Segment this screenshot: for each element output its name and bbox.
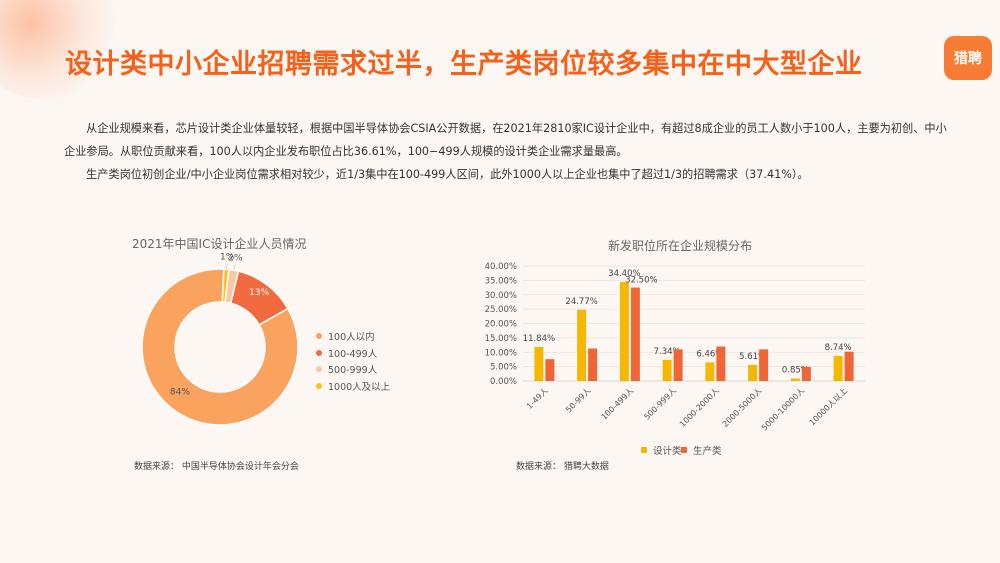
legend-swatch (316, 366, 322, 372)
bar (844, 351, 854, 381)
y-tick-label: 20.00% (485, 320, 517, 330)
bar-value-label: 24.77% (565, 297, 597, 307)
bar-chart: 0.00% 5.00% 10.00% 15.00% 20.00% 25.00% 30.00%… (485, 262, 865, 433)
page-title: 设计类中小企业招聘需求过半，生产类岗位较多集中在中大型企业 (65, 49, 863, 80)
bar-value-label: 8.74% (825, 343, 852, 353)
bar (588, 348, 598, 381)
y-tick-label: 35.00% (485, 276, 517, 286)
bar-value-label: 32.50% (625, 276, 657, 286)
bar (630, 287, 640, 381)
y-tick-label: 0.00% (490, 377, 517, 387)
bar (673, 349, 683, 381)
x-tick-label: 5000-10000人 (760, 386, 806, 432)
donut-leader-line (226, 263, 228, 270)
bar (534, 346, 544, 381)
bar (790, 378, 800, 381)
legend-label: 100人以内 (328, 332, 375, 343)
donut-leader-line (233, 264, 236, 271)
y-tick-label: 25.00% (485, 305, 517, 315)
legend-swatch (316, 349, 322, 356)
bar-value-label: 7.34% (654, 347, 681, 357)
bar (833, 355, 843, 381)
bar (577, 309, 587, 381)
legend-swatch (681, 447, 687, 453)
donut-slice (221, 268, 230, 304)
legend-label: 设计类 (653, 446, 682, 457)
bar (801, 366, 811, 381)
bar (545, 359, 555, 381)
y-tick-label: 30.00% (485, 291, 517, 301)
legend-label: 100-499人 (328, 348, 378, 360)
bar-value-label: 11.84% (523, 334, 555, 344)
donut-legend-item: 100人以内 (316, 329, 375, 343)
paragraph-1: 从企业规模来看，芯片设计类企业体量较轻，根据中国半导体协会CSIA公开数据，在2… (64, 122, 947, 158)
bar (662, 359, 672, 381)
bar-chart-title: 新发职位所在企业规模分布 (608, 239, 753, 253)
y-tick-label: 5.00% (490, 363, 517, 373)
donut-value-label: 84% (170, 387, 190, 397)
donut-value-label: 2% (228, 253, 243, 263)
bar-value-label: 5.61% (739, 352, 766, 362)
donut-value-label: 1% (220, 252, 235, 262)
donut-value-label: 13% (249, 288, 269, 298)
bar-legend-item: 设计类 (641, 443, 682, 457)
legend-swatch (316, 333, 322, 339)
legend-label: 生产类 (693, 446, 722, 457)
legend-swatch (316, 382, 322, 389)
donut-legend-item: 100-499人 (316, 346, 377, 360)
x-tick-label: 100-499人 (600, 386, 636, 422)
x-tick-label: 1000-2000人 (678, 386, 721, 429)
bar-source: 数据来源： 猎聘大数据 (516, 462, 609, 472)
x-tick-label: 1-49人 (525, 386, 550, 411)
bar-value-label: 6.46% (696, 349, 723, 359)
bar-value-label: 34.40% (608, 269, 640, 279)
legend-label: 500-999人 (328, 365, 378, 376)
x-tick-label: 500-999人 (642, 386, 678, 422)
paragraph-2: 生产类岗位初创企业/中小企业岗位需求相对较少，近1/3集中在100-499人区间… (86, 168, 809, 181)
y-tick-label: 15.00% (485, 334, 517, 344)
x-tick-label: 10000人以上 (808, 386, 849, 427)
donut-source: 数据来源： 中国半导体协会设计年会分会 (134, 462, 299, 472)
y-tick-label: 10.00% (485, 348, 517, 358)
x-tick-label: 2000-5000人 (721, 386, 764, 429)
bar (716, 346, 726, 381)
legend-swatch (641, 447, 647, 453)
y-tick-label: 40.00% (485, 262, 517, 272)
bar-legend-item: 生产类 (681, 443, 722, 457)
donut-legend-item: 1000人及以上 (316, 379, 390, 393)
liepin-logo: 猎聘 (944, 36, 992, 80)
bar (748, 364, 758, 381)
donut-slice (141, 268, 299, 426)
donut-chart: 84% 13% 2%1% (141, 252, 299, 426)
legend-label: 1000人及以上 (328, 381, 391, 393)
bar (705, 362, 715, 381)
bar-value-label: 0.85% (782, 366, 809, 376)
bar (619, 282, 629, 381)
donut-chart-title: 2021年中国IC设计企业人员情况 (132, 237, 307, 251)
body-text: 从企业规模来看，芯片设计类企业体量较轻，根据中国半导体协会CSIA公开数据，在2… (64, 117, 954, 186)
bar (759, 349, 769, 381)
x-tick-label: 50-99人 (564, 386, 592, 414)
donut-legend-item: 500-999人 (316, 362, 377, 376)
